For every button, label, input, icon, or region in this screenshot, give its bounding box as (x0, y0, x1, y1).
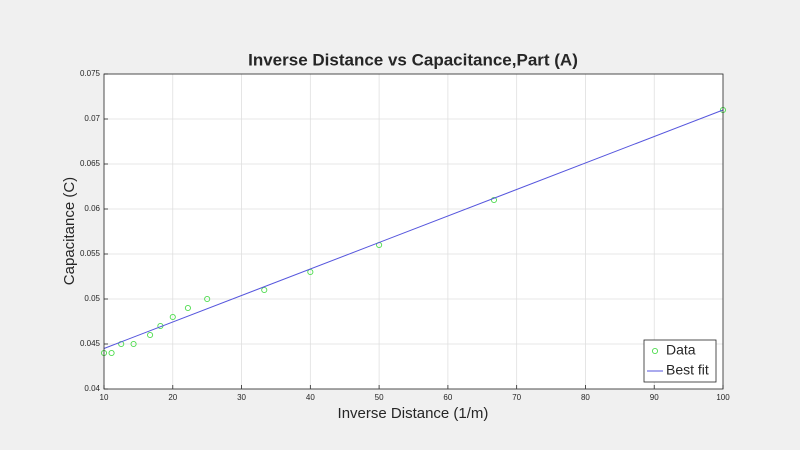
legend: Data Best fit (643, 339, 717, 383)
plot-area (104, 74, 723, 389)
x-tick-label: 50 (375, 393, 384, 402)
x-axis-label: Inverse Distance (1/m) (338, 405, 489, 422)
data-point (147, 331, 154, 339)
x-tick-label: 40 (306, 393, 315, 402)
y-tick-label: 0.05 (84, 294, 100, 303)
data-point (169, 313, 176, 321)
axes-box (103, 73, 724, 390)
y-tick-label: 0.065 (80, 159, 101, 168)
data-point (204, 295, 211, 303)
x-tick-label: 80 (581, 393, 590, 402)
x-tick-label: 60 (443, 393, 452, 402)
y-axis-label: Capacitance (C) (61, 177, 78, 285)
x-tick-label: 30 (237, 393, 246, 402)
data-point (108, 349, 115, 357)
fit-line (103, 109, 724, 349)
x-tick-label: 10 (100, 393, 109, 402)
y-tick-label: 0.055 (80, 249, 101, 258)
legend-marker (651, 347, 659, 355)
legend-label: Data (666, 342, 696, 358)
y-tick-label: 0.075 (80, 69, 101, 78)
y-tick-label: 0.06 (84, 204, 100, 213)
x-tick-label: 90 (650, 393, 659, 402)
y-tick-label: 0.07 (84, 114, 100, 123)
x-tick-label: 100 (716, 393, 730, 402)
x-tick-label: 70 (512, 393, 521, 402)
data-point (490, 196, 498, 204)
data-point (130, 340, 137, 348)
data-point (184, 304, 191, 312)
data-point (261, 286, 268, 294)
legend-box (643, 339, 717, 383)
chart-title: Inverse Distance vs Capacitance,Part (A) (248, 50, 578, 69)
x-tick-label: 20 (168, 393, 177, 402)
y-tick-label: 0.04 (84, 384, 100, 393)
y-tick-label: 0.045 (80, 339, 101, 348)
legend-label: Best fit (666, 362, 709, 378)
